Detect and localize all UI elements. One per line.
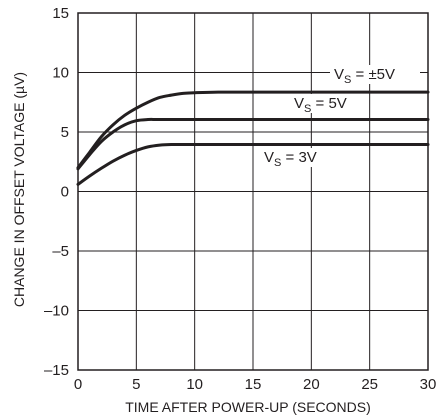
x-tick-label: 0 [74,376,82,393]
y-tick-label: 0 [61,184,69,201]
series-label-backdrop [330,65,420,84]
y-tick-label: –10 [44,303,69,320]
y-tick-label: –15 [44,362,69,379]
x-tick-label: 30 [420,376,437,393]
series-label-backdrop [260,148,328,167]
x-tick-labels: 0 5 10 15 20 25 30 [74,376,437,393]
y-axis-title: CHANGE IN OFFSET VOLTAGE (µV) [11,72,27,307]
y-tick-label: 10 [52,65,69,82]
x-axis-title: TIME AFTER POWER-UP (SECONDS) [125,399,371,415]
series-line [76,90,430,170]
series-line [76,117,430,171]
grid [78,13,428,370]
x-tick-label: 5 [132,376,140,393]
series-labels: VS = ±5V VS = 5V VS = 3V [260,65,420,169]
x-tick-label: 15 [245,376,262,393]
y-tick-labels: 15 10 5 0 –5 –10 –15 [44,5,69,379]
series-label-backdrop [290,94,358,113]
plot-frame [77,12,429,371]
series-label: VS = 5V [294,95,347,115]
series-curves [76,90,430,186]
x-tick-label: 20 [303,376,320,393]
x-tick-label: 25 [361,376,378,393]
y-tick-label: –5 [52,243,69,260]
series-label: VS = ±5V [334,66,395,86]
x-tick-label: 10 [186,376,203,393]
y-tick-label: 5 [61,124,69,141]
series-line [76,142,430,186]
y-tick-label: 15 [52,5,69,22]
series-label: VS = 3V [264,149,317,169]
